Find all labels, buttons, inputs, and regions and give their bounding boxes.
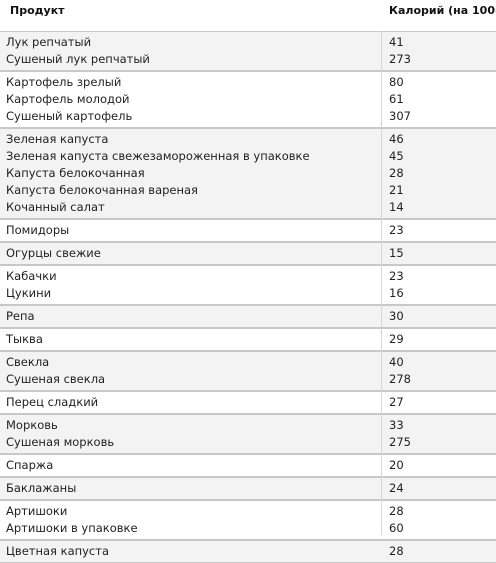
row-group: Морковь 33 Сушеная морковь 275 [0, 414, 496, 454]
product-name: Баклажаны [6, 481, 77, 495]
table-row: Сушеная свекла 278 [0, 371, 496, 388]
product-name: Лук репчатый [6, 35, 92, 49]
product-name: Сушеный картофель [6, 109, 133, 123]
product-name: Спаржа [6, 458, 54, 472]
row-group: Спаржа 20 [0, 454, 496, 477]
product-name: Помидоры [6, 223, 70, 237]
column-divider [381, 31, 382, 535]
table-row: Свекла 40 [0, 354, 496, 371]
product-name: Цветная капуста [6, 544, 110, 558]
table-row: Капуста белокочанная 28 [0, 165, 496, 182]
product-name: Капуста белокочанная [6, 166, 145, 180]
product-name: Артишоки [6, 504, 68, 518]
table-row: Помидоры 23 [0, 222, 496, 239]
product-name: Свекла [6, 355, 50, 369]
table-row: Картофель молодой 61 [0, 91, 496, 108]
calorie-value: 28 [389, 166, 404, 180]
row-group: Зеленая капуста 46 Зеленая капуста свежеза… [0, 128, 496, 219]
row-group: Помидоры 23 [0, 219, 496, 242]
product-name: Репа [6, 309, 35, 323]
table-row: Кабачки 23 [0, 268, 496, 285]
calorie-value: 29 [389, 332, 404, 346]
table-row: Огурцы свежие 15 [0, 245, 496, 262]
header-calories: Калорий (на 100г) [389, 4, 496, 17]
calorie-value: 278 [389, 372, 411, 386]
calorie-value: 275 [389, 435, 411, 449]
calorie-value: 80 [389, 75, 404, 89]
table-row: Перец сладкий 27 [0, 394, 496, 411]
calorie-value: 61 [389, 92, 404, 106]
product-name: Сушеная морковь [6, 435, 115, 449]
product-name: Морковь [6, 418, 58, 432]
product-name: Сушеный лук репчатый [6, 52, 150, 66]
table-row: Артишоки в упаковке 60 [0, 520, 496, 537]
row-group: Свекла 40 Сушеная свекла 278 [0, 351, 496, 391]
calorie-value: 16 [389, 286, 404, 300]
calorie-value: 24 [389, 481, 404, 495]
row-group: Кабачки 23 Цукини 16 [0, 265, 496, 305]
table-row: Морковь 33 [0, 417, 496, 434]
row-group: Картофель зрелый 80 Картофель молодой 61 Суш… [0, 71, 496, 128]
calorie-value: 45 [389, 149, 404, 163]
calorie-value: 28 [389, 544, 404, 558]
table-row: Сушеный картофель 307 [0, 108, 496, 125]
product-name: Зеленая капуста [6, 132, 109, 146]
table-row: Репа 30 [0, 308, 496, 325]
calorie-value: 46 [389, 132, 404, 146]
calorie-value: 27 [389, 395, 404, 409]
header-product: Продукт [10, 4, 65, 17]
calorie-value: 30 [389, 309, 404, 323]
calorie-value: 41 [389, 35, 404, 49]
calorie-value: 40 [389, 355, 404, 369]
row-group: Цветная капуста 28 [0, 540, 496, 563]
row-group: Артишоки 28 Артишоки в упаковке 60 [0, 500, 496, 540]
product-name: Зеленая капуста свежезамороженная в упак… [6, 149, 310, 163]
table-row: Цукини 16 [0, 285, 496, 302]
row-group: Тыква 29 [0, 328, 496, 351]
product-name: Кабачки [6, 269, 57, 283]
calorie-value: 23 [389, 223, 404, 237]
table-row: Цветная капуста 28 [0, 543, 496, 560]
calorie-value: 307 [389, 109, 411, 123]
table-row: Спаржа 20 [0, 457, 496, 474]
calorie-value: 273 [389, 52, 411, 66]
calorie-value: 28 [389, 504, 404, 518]
product-name: Кочанный салат [6, 200, 105, 214]
table-row: Капуста белокочанная вареная 21 [0, 182, 496, 199]
row-group: Огурцы свежие 15 [0, 242, 496, 265]
calorie-value: 14 [389, 200, 404, 214]
row-group: Репа 30 [0, 305, 496, 328]
calorie-value: 23 [389, 269, 404, 283]
table-header: Продукт Калорий (на 100г) [0, 0, 496, 31]
table-row: Зеленая капуста свежезамороженная в упак… [0, 148, 496, 165]
table-row: Лук репчатый 41 [0, 34, 496, 51]
row-group: Баклажаны 24 [0, 477, 496, 500]
table-row: Кочанный салат 14 [0, 199, 496, 216]
table-row: Картофель зрелый 80 [0, 74, 496, 91]
calorie-value: 20 [389, 458, 404, 472]
table-row: Зеленая капуста 46 [0, 131, 496, 148]
calorie-value: 15 [389, 246, 404, 260]
product-name: Картофель зрелый [6, 75, 122, 89]
product-name: Перец сладкий [6, 395, 99, 409]
product-name: Огурцы свежие [6, 246, 101, 260]
calorie-value: 60 [389, 521, 404, 535]
product-name: Цукини [6, 286, 52, 300]
table-row: Артишоки 28 [0, 503, 496, 520]
product-name: Картофель молодой [6, 92, 130, 106]
row-group: Лук репчатый 41 Сушеный лук репчатый 273 [0, 31, 496, 71]
product-name: Капуста белокочанная вареная [6, 183, 198, 197]
table-row: Сушеный лук репчатый 273 [0, 51, 496, 68]
product-name: Артишоки в упаковке [6, 521, 138, 535]
table-row: Тыква 29 [0, 331, 496, 348]
row-group: Перец сладкий 27 [0, 391, 496, 414]
calorie-value: 33 [389, 418, 404, 432]
calorie-value: 21 [389, 183, 404, 197]
product-name: Сушеная свекла [6, 372, 106, 386]
table-row: Баклажаны 24 [0, 480, 496, 497]
product-name: Тыква [6, 332, 43, 346]
table-row: Сушеная морковь 275 [0, 434, 496, 451]
